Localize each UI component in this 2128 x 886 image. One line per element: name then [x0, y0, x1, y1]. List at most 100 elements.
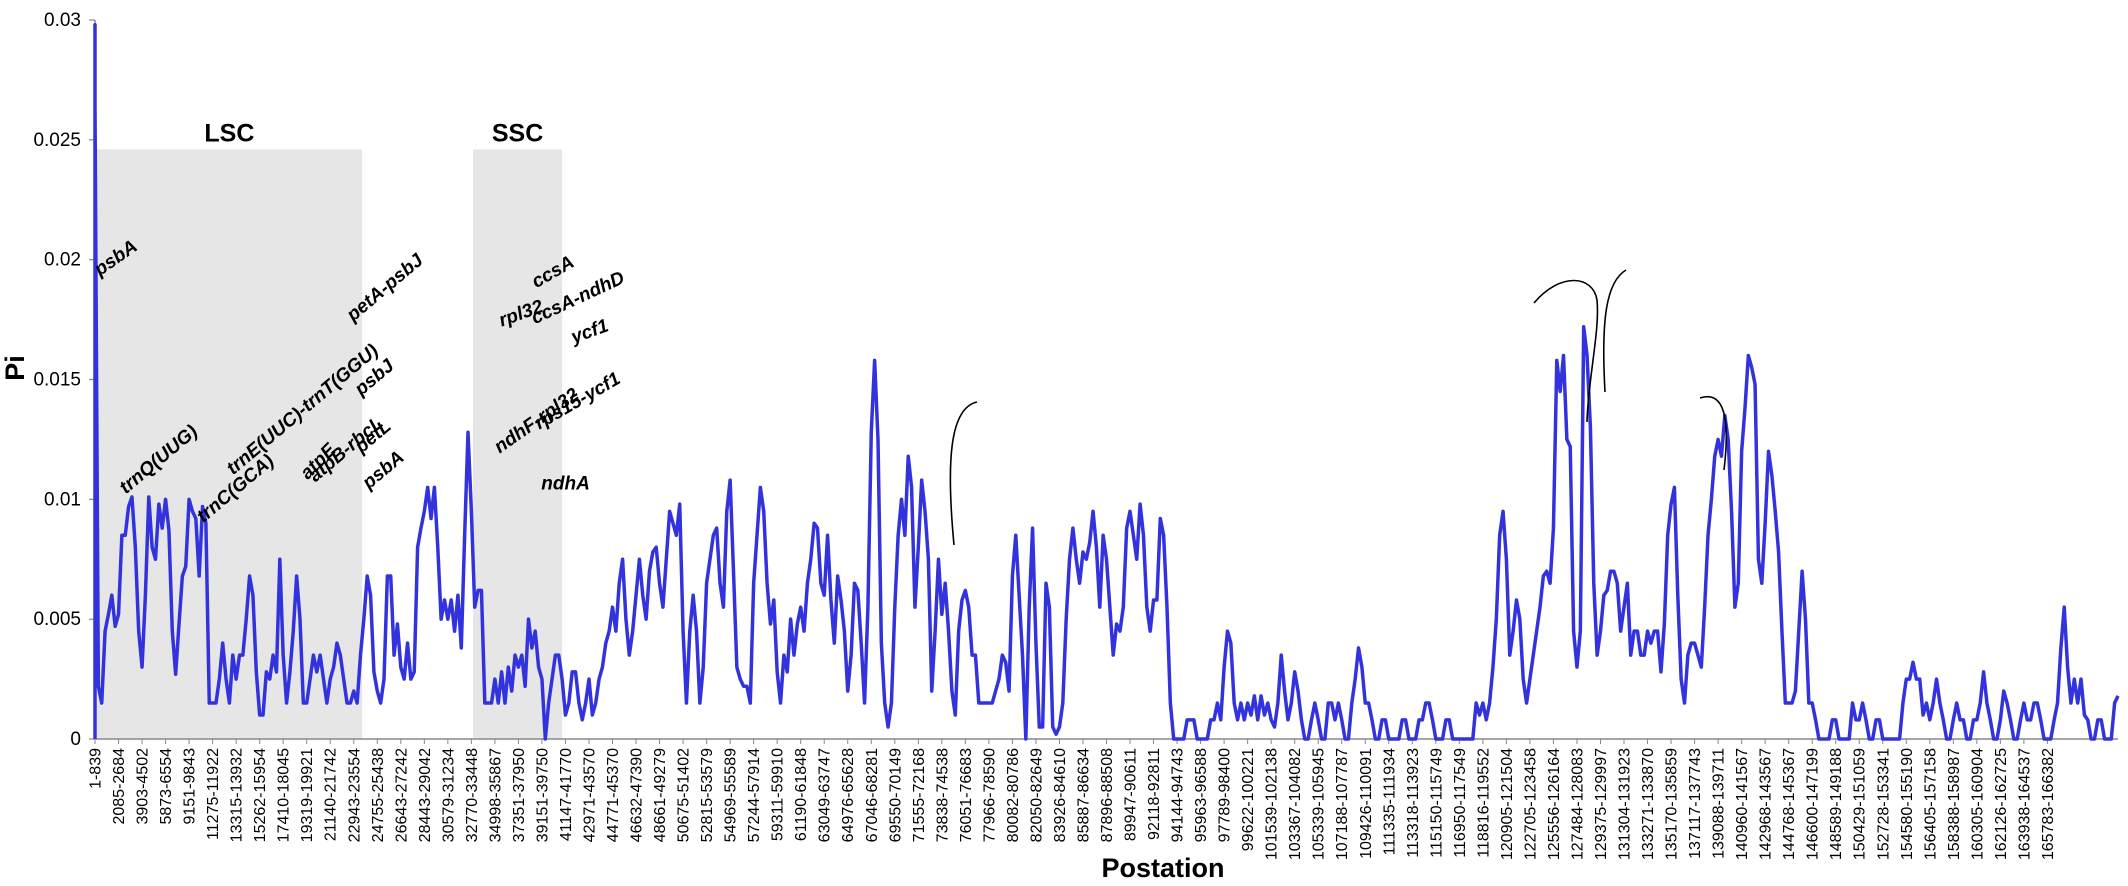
- x-axis-title: Postation: [1101, 853, 1224, 883]
- x-tick-label: 44771-45370: [605, 748, 622, 842]
- x-tick-label: 76051-76683: [958, 748, 975, 842]
- x-tick-label: 137117-137743: [1687, 748, 1704, 859]
- x-tick-label: 11275-11922: [205, 748, 222, 840]
- x-tick-label: 37351-37950: [511, 748, 528, 842]
- x-tick-label: 144768-145367: [1781, 748, 1798, 860]
- x-tick-label: 127484-128083: [1569, 748, 1586, 860]
- x-tick-label: 101539-102138: [1264, 748, 1281, 860]
- x-tick-label: 77966-78590: [981, 748, 998, 842]
- x-tick-label: 24755-25438: [370, 748, 387, 842]
- y-tick-label: 0.015: [33, 370, 81, 391]
- x-tick-label: 89947-90611: [1123, 748, 1140, 841]
- x-tick-label: 148589-149188: [1828, 748, 1845, 860]
- x-tick-label: 95963-96588: [1193, 748, 1210, 842]
- x-tick-label: 13315-13932: [229, 748, 246, 842]
- x-tick-label: 142968-143567: [1758, 748, 1775, 860]
- x-tick-label: 99622-100221: [1240, 748, 1257, 851]
- x-tick-label: 116950-117549: [1452, 748, 1469, 858]
- region-ssc-shade: [473, 149, 563, 740]
- x-tick-label: 160305-160904: [1969, 748, 1986, 860]
- x-tick-label: 129375-129997: [1593, 748, 1610, 860]
- x-tick-label: 61190-61848: [793, 748, 810, 841]
- x-tick-label: 146600-147199: [1805, 748, 1822, 860]
- x-tick-label: 3903-4502: [135, 748, 152, 825]
- x-tick-label: 133271-133870: [1640, 748, 1657, 860]
- x-tick-label: 42971-43570: [581, 748, 598, 842]
- region-label-ssc: SSC: [492, 119, 543, 147]
- x-tick-label: 34998-35867: [487, 748, 504, 842]
- x-tick-label: 50675-51402: [676, 748, 693, 842]
- x-tick-labels: 1-839 2085-2684 3903-4502 5873-6554 9151-984…: [88, 739, 2057, 860]
- x-tick-label: 165783-166382: [2040, 748, 2057, 860]
- y-tick-label: 0.025: [33, 130, 81, 151]
- series-layer: [93, 23, 2120, 741]
- x-tick-label: 67046-68281: [864, 748, 881, 842]
- x-tick-label: 19319-19921: [299, 748, 316, 842]
- x-tick-label: 28443-29042: [417, 748, 434, 842]
- annotation-leader-lines: [949, 269, 1728, 546]
- x-tick-label: 83926-84610: [1052, 748, 1069, 842]
- x-tick-label: 30579-31234: [440, 748, 457, 842]
- x-tick-label: 118816-119552: [1475, 748, 1492, 858]
- x-tick-label: 73838-74538: [934, 748, 951, 842]
- x-tick-label: 48661-49279: [652, 748, 669, 842]
- x-tick-label: 9151-9843: [182, 748, 199, 825]
- x-tick-label: 87896-88508: [1099, 748, 1116, 842]
- x-tick-label: 135170-135859: [1664, 748, 1681, 860]
- x-tick-label: 1-839: [88, 748, 105, 789]
- x-tick-label: 15262-15954: [252, 748, 269, 842]
- x-tick-label: 97789-98400: [1217, 748, 1234, 842]
- x-tick-label: 115150-115749: [1428, 748, 1445, 858]
- x-tick-label: 103367-104082: [1287, 748, 1304, 860]
- x-tick-label: 150429-151059: [1852, 748, 1869, 860]
- y-tick-label: 0.01: [44, 489, 81, 510]
- x-tick-label: 139088-139711: [1711, 748, 1728, 859]
- x-tick-label: 5873-6554: [158, 748, 175, 825]
- x-tick-label: 52815-53579: [699, 748, 716, 842]
- x-tick-label: 22943-23554: [346, 748, 363, 842]
- x-tick-label: 2085-2684: [111, 748, 128, 825]
- x-tick-label: 94144-94743: [1170, 748, 1187, 842]
- x-tick-label: 131304-131923: [1617, 748, 1634, 860]
- leader-line-ccsA: [1602, 269, 1627, 393]
- y-tick-label: 0.03: [44, 10, 81, 31]
- pi-series-line: [93, 23, 2120, 741]
- x-tick-label: 21140-21742: [323, 748, 340, 841]
- x-tick-label: 57244-57914: [746, 748, 763, 842]
- leader-line-rpl32: [1533, 279, 1599, 423]
- x-tick-label: 46632-47390: [629, 748, 646, 842]
- x-tick-label: 154580-155190: [1899, 748, 1916, 860]
- x-tick-label: 125556-126164: [1546, 748, 1563, 860]
- x-tick-label: 109426-110091: [1358, 748, 1375, 859]
- x-tick-label: 17410-18045: [276, 748, 293, 842]
- y-tick-labels: 0 0.005 0.01 0.015 0.02 0.025 0.03: [33, 10, 95, 750]
- x-tick-label: 41147-41770: [558, 748, 575, 841]
- x-tick-label: 92118-92811: [1146, 748, 1163, 840]
- x-tick-label: 59311-59910: [770, 748, 787, 841]
- x-tick-label: 32770-33448: [464, 748, 481, 842]
- x-tick-label: 54969-55589: [723, 748, 740, 842]
- y-tick-label: 0.02: [44, 250, 81, 271]
- gene-annotation: ycf1: [567, 315, 611, 348]
- x-tick-label: 71555-72168: [911, 748, 928, 842]
- region-shading-layer: LSC SSC: [96, 119, 563, 740]
- x-tick-label: 64976-65628: [840, 748, 857, 842]
- x-tick-label: 107188-107787: [1334, 748, 1351, 860]
- gene-annotation: ndhA: [541, 474, 590, 495]
- x-tick-label: 140960-141567: [1734, 748, 1751, 860]
- x-tick-label: 163938-164537: [2016, 748, 2033, 860]
- x-tick-label: 113318-113923: [1405, 748, 1422, 858]
- x-tick-label: 111335-111934: [1381, 748, 1398, 855]
- x-tick-label: 39151-39750: [534, 748, 551, 842]
- y-tick-label: 0: [70, 729, 81, 750]
- x-tick-label: 152728-153341: [1875, 748, 1892, 860]
- leader-line-psbJ: [949, 401, 978, 546]
- leader-line-rps15-ycf1: [1699, 395, 1728, 471]
- y-tick-label: 0.005: [33, 609, 81, 630]
- x-tick-label: 80082-80786: [1005, 748, 1022, 842]
- region-label-lsc: LSC: [204, 119, 254, 147]
- x-tick-label: 122705-123458: [1522, 748, 1539, 860]
- x-tick-label: 158388-158987: [1946, 748, 1963, 860]
- x-tick-label: 162126-162725: [1993, 748, 2010, 860]
